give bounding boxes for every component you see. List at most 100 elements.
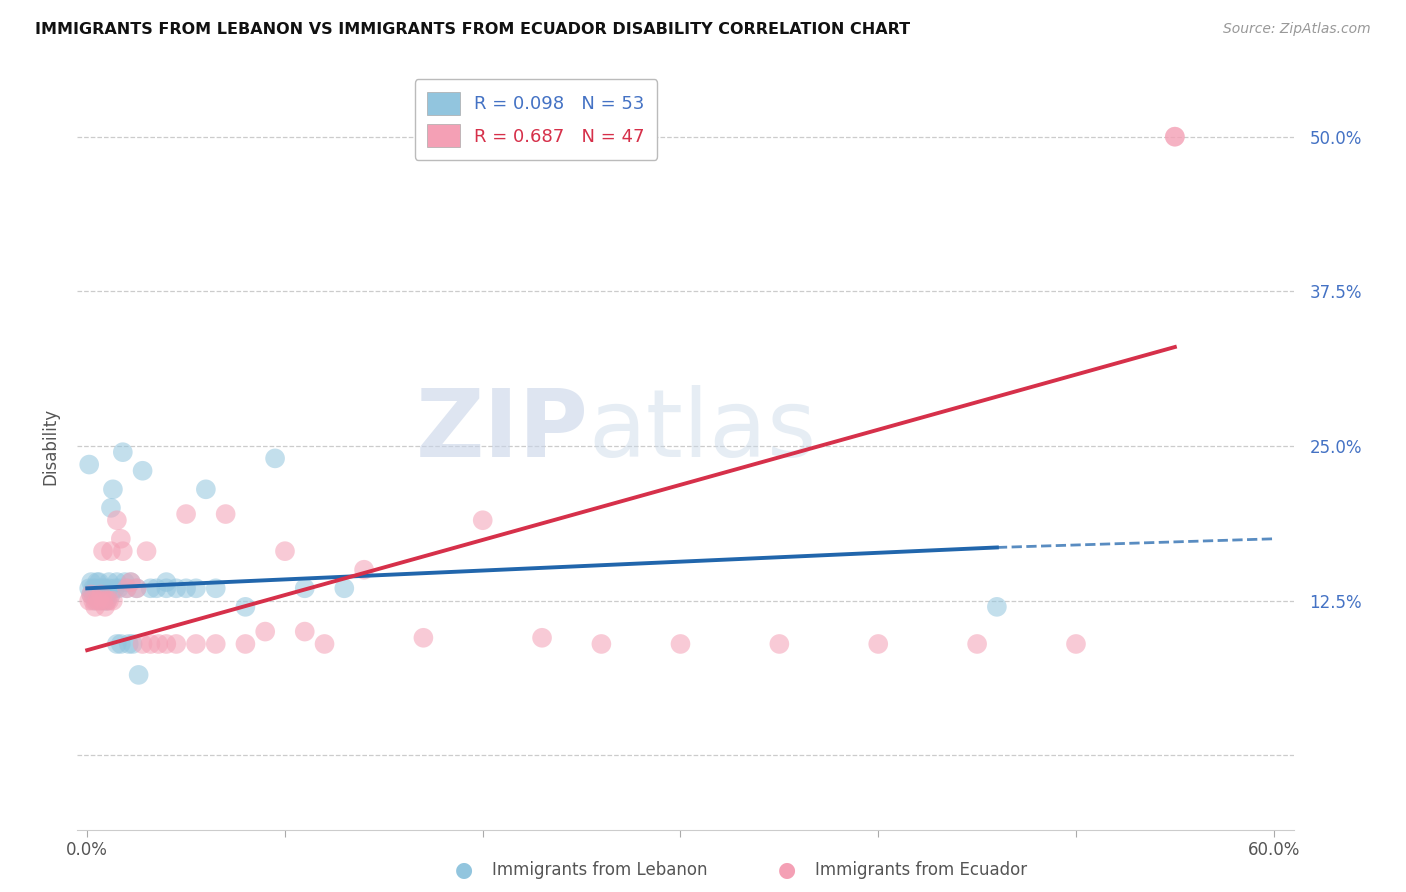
Point: [412, 631, 434, 645]
Point: [131, 637, 153, 651]
Point: [155, 637, 177, 651]
Point: [1064, 637, 1087, 651]
Point: [155, 582, 177, 596]
Point: [90, 593, 112, 607]
Point: [82, 593, 104, 607]
Point: [98, 593, 121, 607]
Text: Source: ZipAtlas.com: Source: ZipAtlas.com: [1223, 22, 1371, 37]
Point: [94, 593, 117, 607]
Point: [204, 637, 226, 651]
Point: [194, 483, 217, 497]
Text: ZIP: ZIP: [415, 384, 588, 476]
Point: [145, 582, 167, 596]
Point: [669, 637, 692, 651]
Point: [94, 599, 117, 614]
Point: [986, 599, 1008, 614]
Point: [131, 464, 153, 478]
Point: [86, 587, 108, 601]
Point: [184, 637, 207, 651]
Point: [91, 544, 114, 558]
Point: [148, 637, 170, 651]
Point: [768, 637, 790, 651]
Point: [100, 587, 122, 601]
Point: [135, 544, 157, 558]
Point: [155, 575, 177, 590]
Point: [114, 575, 136, 590]
Legend: R = 0.098   N = 53, R = 0.687   N = 47: R = 0.098 N = 53, R = 0.687 N = 47: [415, 79, 658, 160]
Point: [120, 575, 142, 590]
Point: [204, 582, 226, 596]
Point: [87, 593, 110, 607]
Point: [115, 582, 138, 596]
Point: [1164, 129, 1187, 144]
Point: [294, 624, 316, 639]
Point: [165, 637, 187, 651]
Point: [139, 582, 162, 596]
Text: IMMIGRANTS FROM LEBANON VS IMMIGRANTS FROM ECUADOR DISABILITY CORRELATION CHART: IMMIGRANTS FROM LEBANON VS IMMIGRANTS FR…: [35, 22, 910, 37]
Point: [77, 458, 100, 472]
Point: [105, 575, 128, 590]
Point: [87, 582, 110, 596]
Point: [531, 631, 554, 645]
Point: [77, 593, 100, 607]
Point: [110, 637, 132, 651]
Point: [77, 582, 100, 596]
Point: [100, 500, 122, 515]
Point: [104, 582, 127, 596]
Point: [139, 637, 162, 651]
Point: [125, 582, 148, 596]
Point: [214, 507, 236, 521]
Point: [91, 593, 114, 607]
Point: [96, 593, 118, 607]
Point: [235, 637, 257, 651]
Point: [333, 582, 356, 596]
Point: [80, 575, 103, 590]
Point: [174, 507, 197, 521]
Point: [353, 563, 375, 577]
Point: [264, 451, 287, 466]
Point: [101, 593, 124, 607]
Point: [105, 513, 128, 527]
Point: [86, 575, 108, 590]
Text: ●: ●: [456, 860, 472, 880]
Point: [84, 582, 107, 596]
Y-axis label: Disability: Disability: [41, 408, 59, 484]
Point: [274, 544, 297, 558]
Point: [82, 587, 104, 601]
Point: [110, 532, 132, 546]
Point: [98, 575, 121, 590]
Point: [84, 599, 107, 614]
Point: [80, 587, 103, 601]
Point: [105, 637, 128, 651]
Point: [82, 582, 104, 596]
Point: [868, 637, 890, 651]
Point: [966, 637, 988, 651]
Point: [235, 599, 257, 614]
Point: [118, 637, 141, 651]
Point: [100, 544, 122, 558]
Point: [174, 582, 197, 596]
Point: [96, 593, 118, 607]
Point: [471, 513, 494, 527]
Point: [314, 637, 336, 651]
Point: [254, 624, 277, 639]
Point: [84, 593, 107, 607]
Point: [111, 544, 134, 558]
Point: [98, 582, 121, 596]
Point: [591, 637, 613, 651]
Point: [91, 587, 114, 601]
Point: [101, 483, 124, 497]
Text: atlas: atlas: [588, 384, 817, 476]
Point: [121, 637, 143, 651]
Point: [108, 582, 131, 596]
Point: [165, 582, 187, 596]
Point: [94, 582, 117, 596]
Point: [294, 582, 316, 596]
Point: [90, 587, 112, 601]
Point: [87, 575, 110, 590]
Text: ●: ●: [779, 860, 796, 880]
Point: [125, 582, 148, 596]
Point: [1164, 129, 1187, 144]
Point: [80, 587, 103, 601]
Point: [111, 445, 134, 459]
